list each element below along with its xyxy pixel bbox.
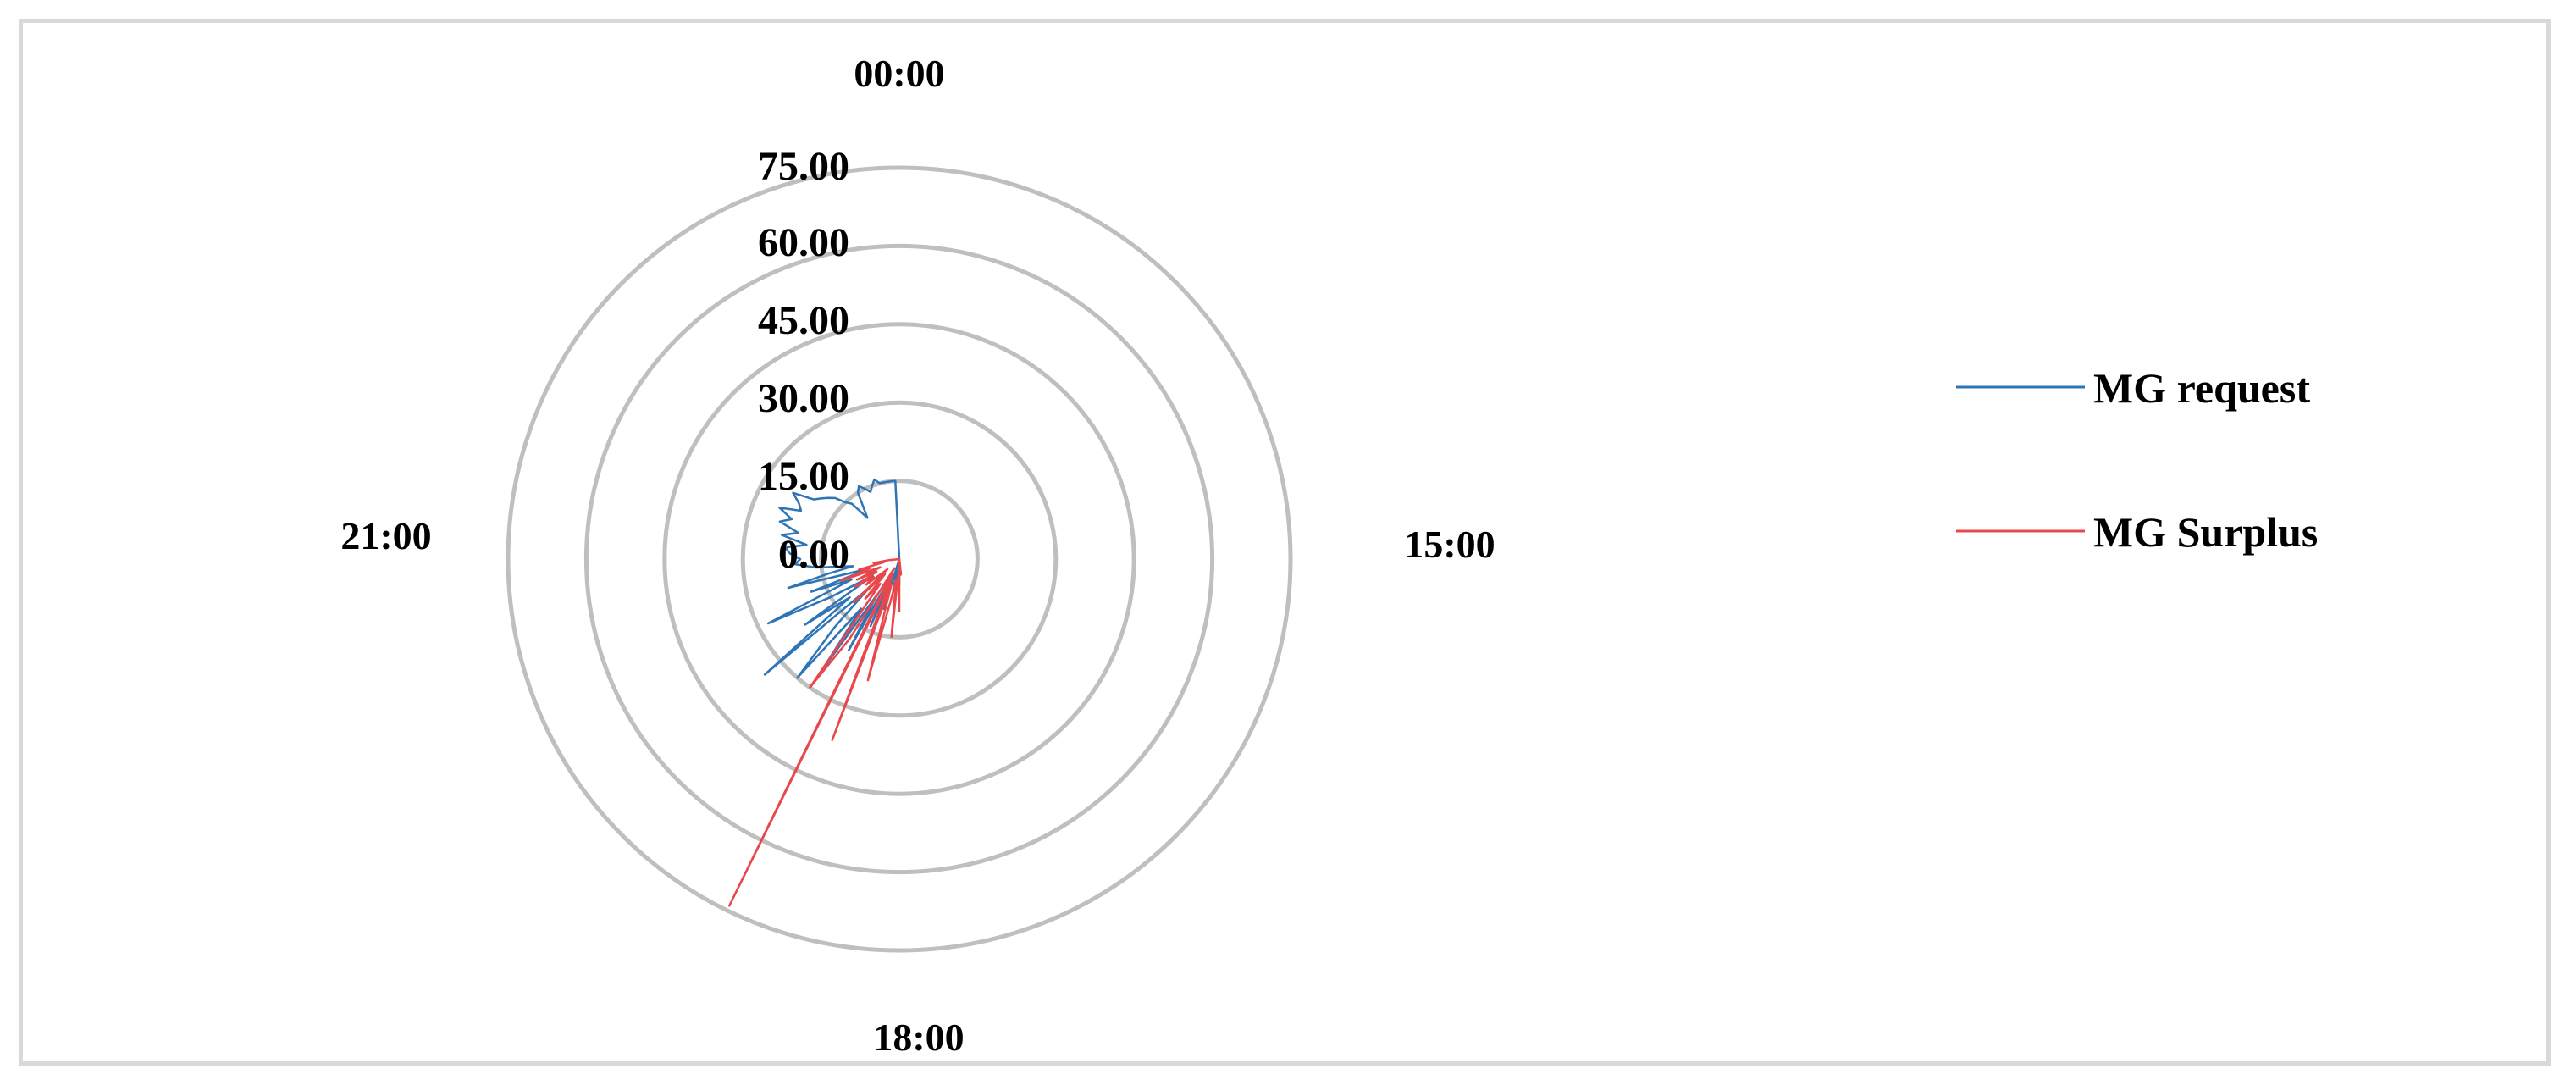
tick-label-45: 45.00 (758, 298, 849, 343)
series-line-mg-request (763, 478, 903, 679)
legend-label-mg-surplus: MG Surplus (2093, 508, 2318, 556)
tick-label-15: 15.00 (758, 454, 849, 499)
legend-item-mg-request: MG request (1956, 364, 2310, 412)
tick-label-0: 0.00 (778, 532, 849, 577)
grid-ring-5 (506, 165, 1293, 953)
category-label-21: 21:00 (340, 514, 431, 557)
radar-grid (506, 165, 1293, 953)
grid-ring-2 (740, 400, 1059, 718)
legend-label-mg-request: MG request (2093, 364, 2310, 412)
legend-item-mg-surplus: MG Surplus (1956, 508, 2318, 556)
category-label-00: 00:00 (854, 52, 944, 95)
tick-label-75: 75.00 (758, 144, 849, 189)
grid-ring-3 (662, 322, 1136, 796)
series-line-mg-surplus (728, 557, 903, 907)
series-layer (728, 478, 903, 907)
grid-ring-1 (819, 479, 980, 640)
radial-tick-labels: 0.00 15.00 30.00 45.00 60.00 75.00 (758, 144, 849, 577)
legend: MG request MG Surplus (1956, 364, 2318, 556)
tick-label-60: 60.00 (758, 220, 849, 265)
category-labels: 00:00 15:00 18:00 21:00 (340, 52, 1495, 1059)
grid-ring-4 (583, 243, 1215, 875)
chart-frame (19, 19, 2551, 1066)
category-label-15: 15:00 (1404, 523, 1495, 566)
tick-label-30: 30.00 (758, 376, 849, 421)
category-label-18: 18:00 (873, 1016, 964, 1059)
